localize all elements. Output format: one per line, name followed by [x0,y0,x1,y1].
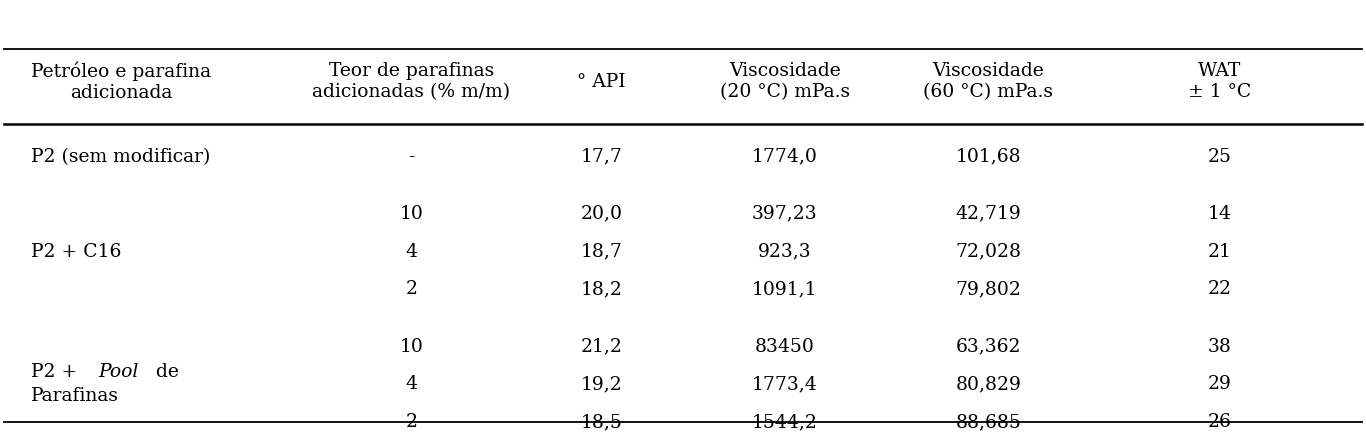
Text: 25: 25 [1208,148,1231,166]
Text: 21,2: 21,2 [581,338,623,356]
Text: 18,2: 18,2 [581,280,623,298]
Text: 83450: 83450 [755,338,814,356]
Text: 80,829: 80,829 [956,375,1022,393]
Text: -: - [408,148,415,166]
Text: Viscosidade
(60 °C) mPa.s: Viscosidade (60 °C) mPa.s [923,62,1053,101]
Text: 1774,0: 1774,0 [751,148,818,166]
Text: P2 + C16: P2 + C16 [31,243,122,261]
Text: 19,2: 19,2 [581,375,623,393]
Text: Parafinas: Parafinas [31,388,119,406]
Text: 17,7: 17,7 [581,148,623,166]
Text: 22: 22 [1208,280,1231,298]
Text: 72,028: 72,028 [955,243,1022,261]
Text: 18,5: 18,5 [581,413,623,431]
Text: 1773,4: 1773,4 [751,375,818,393]
Text: 1091,1: 1091,1 [753,280,818,298]
Text: 42,719: 42,719 [956,205,1022,223]
Text: 923,3: 923,3 [758,243,811,261]
Text: Petróleo e parafina
adicionada: Petróleo e parafina adicionada [31,61,212,102]
Text: Teor de parafinas
adicionadas (% m/m): Teor de parafinas adicionadas (% m/m) [313,62,511,101]
Text: 88,685: 88,685 [956,413,1022,431]
Text: 38: 38 [1208,338,1231,356]
Text: P2 (sem modificar): P2 (sem modificar) [31,148,210,166]
Text: 4: 4 [406,243,418,261]
Text: 79,802: 79,802 [956,280,1022,298]
Text: 10: 10 [399,338,423,356]
Text: Pool: Pool [98,364,139,381]
Text: 29: 29 [1208,375,1231,393]
Text: 21: 21 [1208,243,1231,261]
Text: Viscosidade
(20 °C) mPa.s: Viscosidade (20 °C) mPa.s [720,62,850,101]
Text: 26: 26 [1208,413,1231,431]
Text: 14: 14 [1208,205,1231,223]
Text: WAT
± 1 °C: WAT ± 1 °C [1187,62,1251,101]
Text: 2: 2 [406,280,418,298]
Text: 2: 2 [406,413,418,431]
Text: 18,7: 18,7 [581,243,623,261]
Text: 20,0: 20,0 [581,205,623,223]
Text: 1544,2: 1544,2 [751,413,818,431]
Text: ° API: ° API [578,73,626,91]
Text: 63,362: 63,362 [956,338,1022,356]
Text: 397,23: 397,23 [753,205,818,223]
Text: de: de [150,364,179,381]
Text: P2 +: P2 + [31,364,83,381]
Text: 4: 4 [406,375,418,393]
Text: 101,68: 101,68 [956,148,1022,166]
Text: 10: 10 [399,205,423,223]
